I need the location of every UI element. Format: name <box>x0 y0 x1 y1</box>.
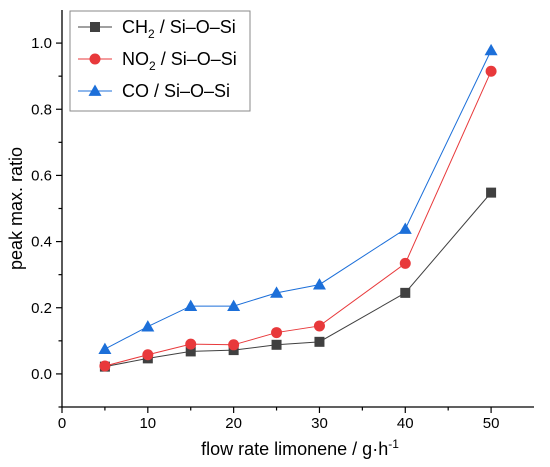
x-axis-title-main: flow rate limonene / g·h <box>201 439 388 459</box>
y-tick-label: 1.0 <box>31 35 52 52</box>
data-point <box>185 338 197 350</box>
data-point <box>484 43 498 56</box>
x-tick-label: 10 <box>139 415 156 432</box>
series-line <box>104 192 492 368</box>
y-tick-label: 0.2 <box>31 300 52 317</box>
legend-marker <box>88 84 102 96</box>
data-point <box>400 287 411 298</box>
data-point <box>142 349 154 361</box>
data-point <box>271 327 283 339</box>
data-point <box>184 299 198 311</box>
legend-marker <box>89 53 101 65</box>
series-circle <box>99 65 497 372</box>
y-tick-label: 0.0 <box>31 366 52 383</box>
legend-item: NO2 / Si–O–Si <box>78 49 237 73</box>
data-point <box>228 339 240 351</box>
y-tick-label: 0.4 <box>31 234 52 251</box>
x-tick-label: 40 <box>397 415 414 432</box>
x-tick-label: 50 <box>483 415 500 432</box>
data-point <box>313 320 325 332</box>
data-point <box>399 257 411 269</box>
y-axis-title: peak max. ratio <box>6 147 26 270</box>
data-point <box>271 339 282 350</box>
x-axis-title: flow rate limonene / g·h-1 <box>201 437 399 459</box>
data-point <box>98 342 112 354</box>
axes: 0 10 20 30 40 50 0.0 0.2 0.4 0.6 0.8 1.0 <box>31 10 534 432</box>
data-point <box>398 222 412 234</box>
series-triangle <box>98 43 498 354</box>
x-tick-label: 30 <box>311 415 328 432</box>
series-line <box>104 71 492 367</box>
legend-label: NO2 / Si–O–Si <box>122 49 237 73</box>
data-point <box>314 336 325 347</box>
data-point <box>486 187 497 198</box>
series-line <box>104 50 492 350</box>
x-tick-label: 0 <box>58 415 66 432</box>
data-point <box>485 65 497 77</box>
y-tick-label: 0.8 <box>31 101 52 118</box>
legend: CH2 / Si–O–Si NO2 / Si–O–Si CO / Si–O–Si <box>69 10 251 112</box>
legend-label: CH2 / Si–O–Si <box>122 17 236 41</box>
data-point <box>141 320 155 332</box>
legend-item: CO / Si–O–Si <box>78 81 230 101</box>
series-layer <box>98 43 498 372</box>
series-square <box>99 187 497 372</box>
legend-marker <box>90 22 100 32</box>
x-tick-label: 20 <box>225 415 242 432</box>
data-point <box>185 346 196 357</box>
y-tick-label: 0.6 <box>31 167 52 184</box>
data-point <box>270 286 284 298</box>
data-point <box>312 278 326 290</box>
data-point <box>227 299 241 311</box>
legend-item: CH2 / Si–O–Si <box>78 17 236 41</box>
data-point <box>99 360 111 372</box>
x-axis-title-superscript: -1 <box>388 437 399 451</box>
legend-label: CO / Si–O–Si <box>122 81 230 101</box>
